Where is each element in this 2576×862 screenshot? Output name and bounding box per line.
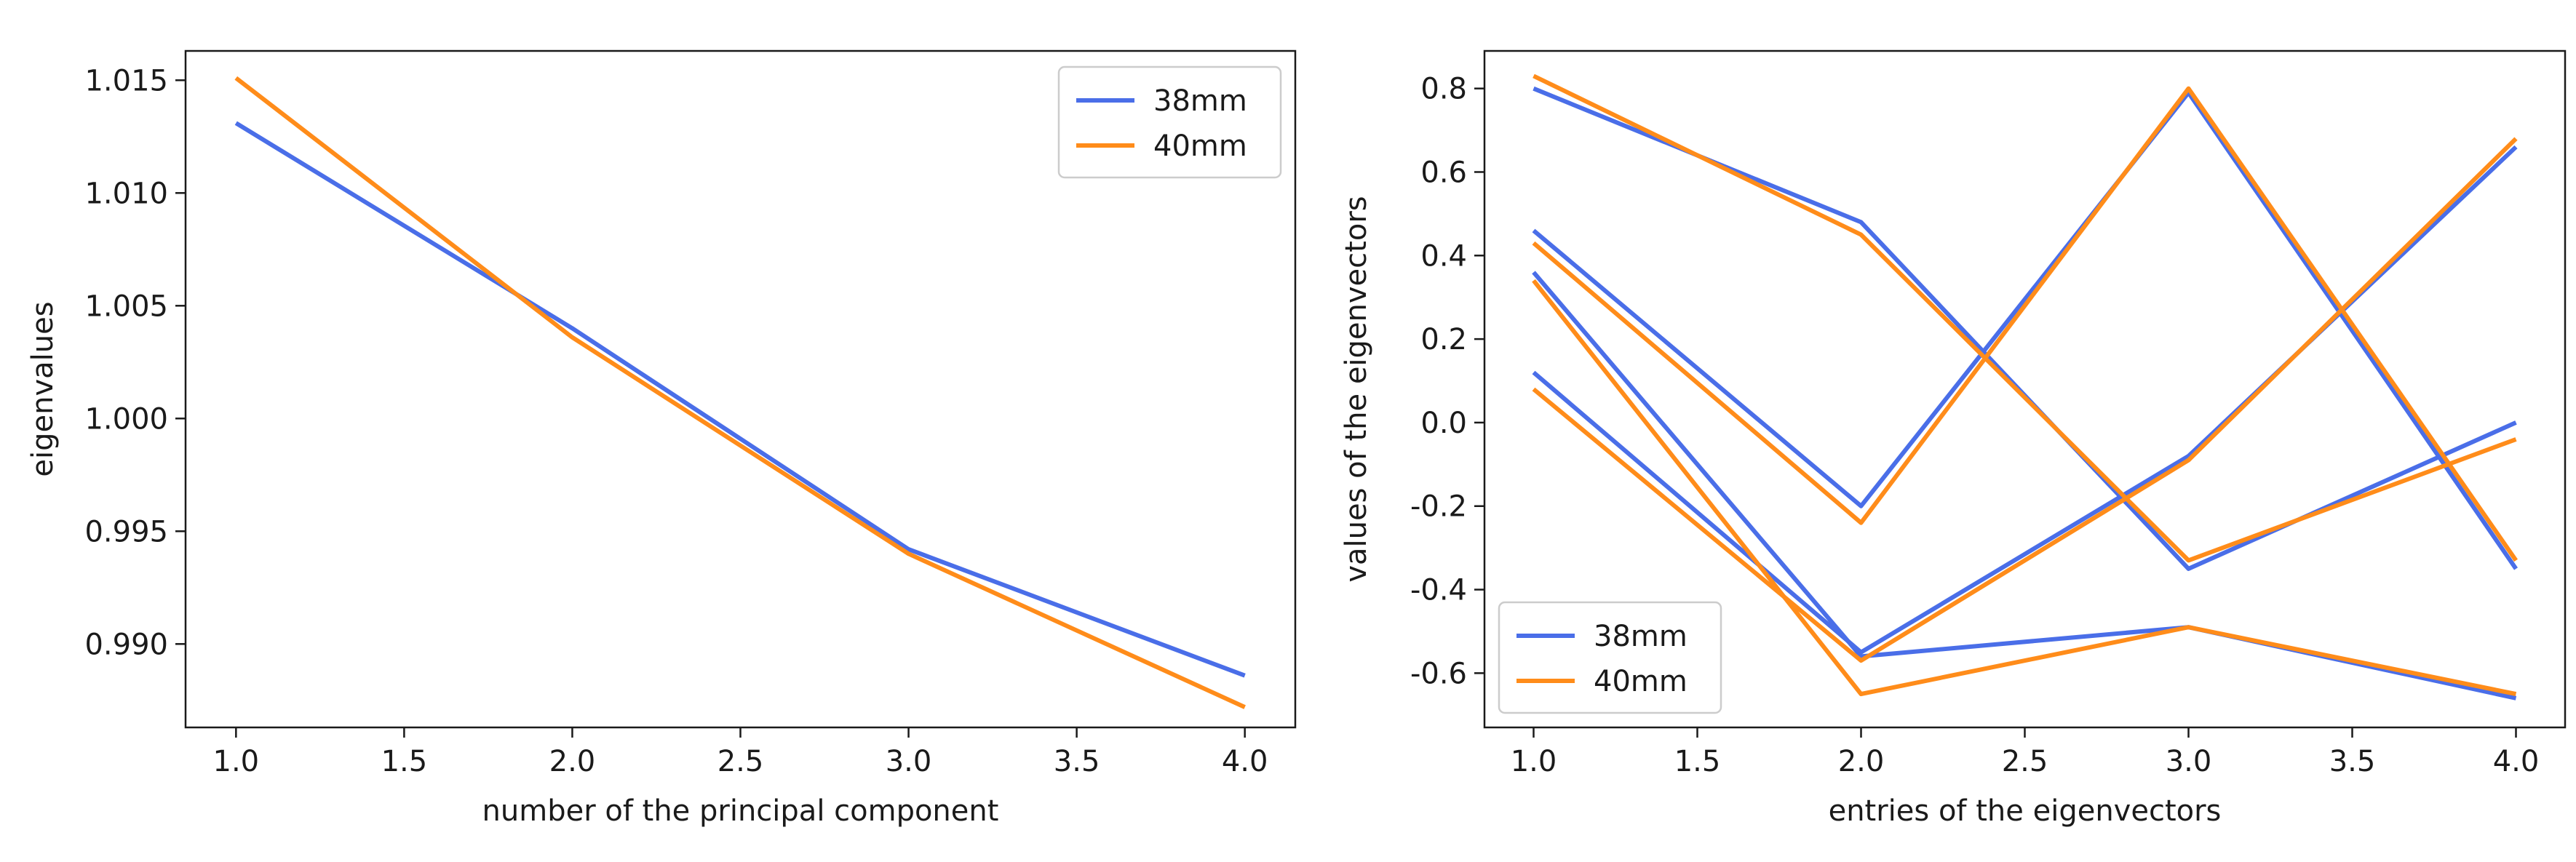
right-legend-label-38mm: 38mm: [1594, 620, 1687, 653]
left-y-tick-label-5: 1.015: [84, 64, 168, 97]
right-x-tick-label-6: 4.0: [2493, 745, 2540, 778]
left-y-tick-label-2: 1.000: [84, 402, 168, 436]
right-legend: 38mm 40mm: [1498, 601, 1722, 714]
left-x-tick-label-0: 1.0: [213, 745, 260, 778]
left-y-tick-label-3: 1.005: [84, 290, 168, 323]
right-series-38mm-line-2: [1532, 90, 2518, 570]
left-x-tick-label-6: 4.0: [1222, 745, 1268, 778]
left-legend-label-38mm: 38mm: [1153, 84, 1247, 118]
left-legend-box: [1057, 65, 1282, 179]
right-x-axis-label: entries of the eigenvectors: [1829, 794, 2222, 828]
left-legend-label-40mm: 40mm: [1153, 129, 1247, 163]
right-legend-box: [1498, 601, 1722, 714]
eigenvectors-chart: 1.0 1.5 2.0 2.5 3.0 3.5 4.0 -0.6 -0.4 -0.2 0.0 0.2 0…: [1340, 49, 2567, 828]
right-x-tick-label-1: 1.5: [1674, 745, 1721, 778]
left-y-tick-label-4: 1.010: [84, 177, 168, 210]
right-series-40mm-line-5: [1533, 73, 2517, 563]
right-series-40mm-line-6: [1532, 86, 2518, 562]
left-y-tick-label-1: 0.995: [84, 515, 168, 548]
right-x-tick-label-3: 2.5: [2002, 745, 2048, 778]
right-x-tick-label-2: 2.0: [1838, 745, 1885, 778]
eigenvalues-chart: 1.0 1.5 2.0 2.5 3.0 3.5 4.0 0.990 0.995 1.000 1.00…: [26, 49, 1297, 828]
right-y-tick-label-4: 0.2: [1420, 323, 1467, 356]
right-series-40mm-line-7: [1532, 279, 2517, 697]
right-y-axis-label: values of the eigenvectors: [1340, 196, 1373, 582]
left-x-tick-label-3: 2.5: [717, 745, 764, 778]
left-x-axis-label: number of the principal component: [482, 794, 999, 828]
left-x-tick-label-5: 3.5: [1054, 745, 1100, 778]
right-series-40mm-line-8: [1532, 137, 2518, 663]
left-x-tick-label-2: 2.0: [549, 745, 596, 778]
left-series-38mm-line-1: [234, 121, 1246, 678]
right-y-tick-label-7: 0.8: [1420, 73, 1467, 106]
right-y-tick-label-1: -0.4: [1410, 574, 1467, 607]
right-y-tick-label-0: -0.6: [1410, 657, 1467, 690]
right-y-tick-label-2: -0.2: [1410, 490, 1467, 524]
right-y-tick-label-3: 0.0: [1420, 407, 1467, 440]
right-y-tick-label-5: 0.4: [1420, 239, 1467, 273]
right-legend-label-40mm: 40mm: [1594, 665, 1687, 698]
left-x-tick-label-4: 3.0: [886, 745, 932, 778]
left-y-tick-label-0: 0.990: [84, 628, 168, 661]
left-x-tick-label-1: 1.5: [381, 745, 428, 778]
left-series-40mm-line-2: [234, 76, 1246, 709]
right-x-tick-label-5: 3.5: [2329, 745, 2376, 778]
right-x-tick-label-4: 3.0: [2166, 745, 2212, 778]
left-legend: 38mm 40mm: [1057, 65, 1282, 179]
left-y-axis-label: eigenvalues: [26, 301, 60, 476]
right-y-tick-label-6: 0.6: [1420, 156, 1467, 189]
right-x-tick-label-0: 1.0: [1511, 745, 1557, 778]
